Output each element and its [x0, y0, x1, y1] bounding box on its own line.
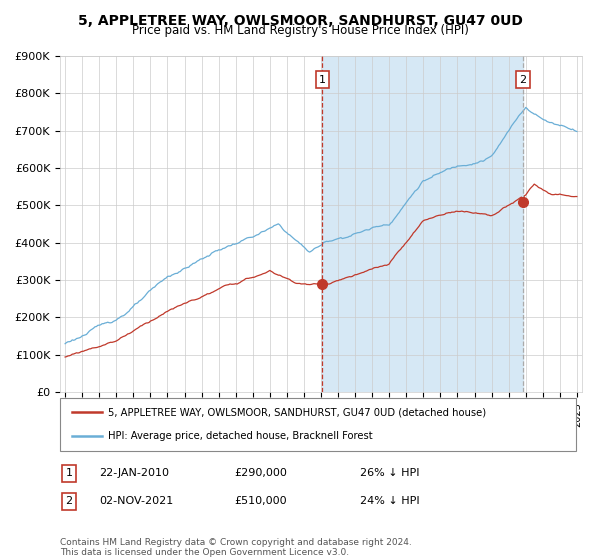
Text: £290,000: £290,000	[234, 468, 287, 478]
Text: 24% ↓ HPI: 24% ↓ HPI	[360, 496, 419, 506]
Text: 2: 2	[520, 74, 527, 85]
Text: HPI: Average price, detached house, Bracknell Forest: HPI: Average price, detached house, Brac…	[108, 431, 373, 441]
Text: £510,000: £510,000	[234, 496, 287, 506]
Bar	[322, 56, 523, 392]
Text: 1: 1	[319, 74, 326, 85]
Text: 1: 1	[65, 468, 73, 478]
Text: 2: 2	[65, 496, 73, 506]
Text: 5, APPLETREE WAY, OWLSMOOR, SANDHURST, GU47 0UD (detached house): 5, APPLETREE WAY, OWLSMOOR, SANDHURST, G…	[108, 408, 486, 418]
Text: 26% ↓ HPI: 26% ↓ HPI	[360, 468, 419, 478]
Text: Price paid vs. HM Land Registry's House Price Index (HPI): Price paid vs. HM Land Registry's House …	[131, 24, 469, 37]
Text: 5, APPLETREE WAY, OWLSMOOR, SANDHURST, GU47 0UD: 5, APPLETREE WAY, OWLSMOOR, SANDHURST, G…	[77, 14, 523, 28]
Text: 22-JAN-2010: 22-JAN-2010	[99, 468, 169, 478]
Text: Contains HM Land Registry data © Crown copyright and database right 2024.
This d: Contains HM Land Registry data © Crown c…	[60, 538, 412, 557]
Text: 02-NOV-2021: 02-NOV-2021	[99, 496, 173, 506]
